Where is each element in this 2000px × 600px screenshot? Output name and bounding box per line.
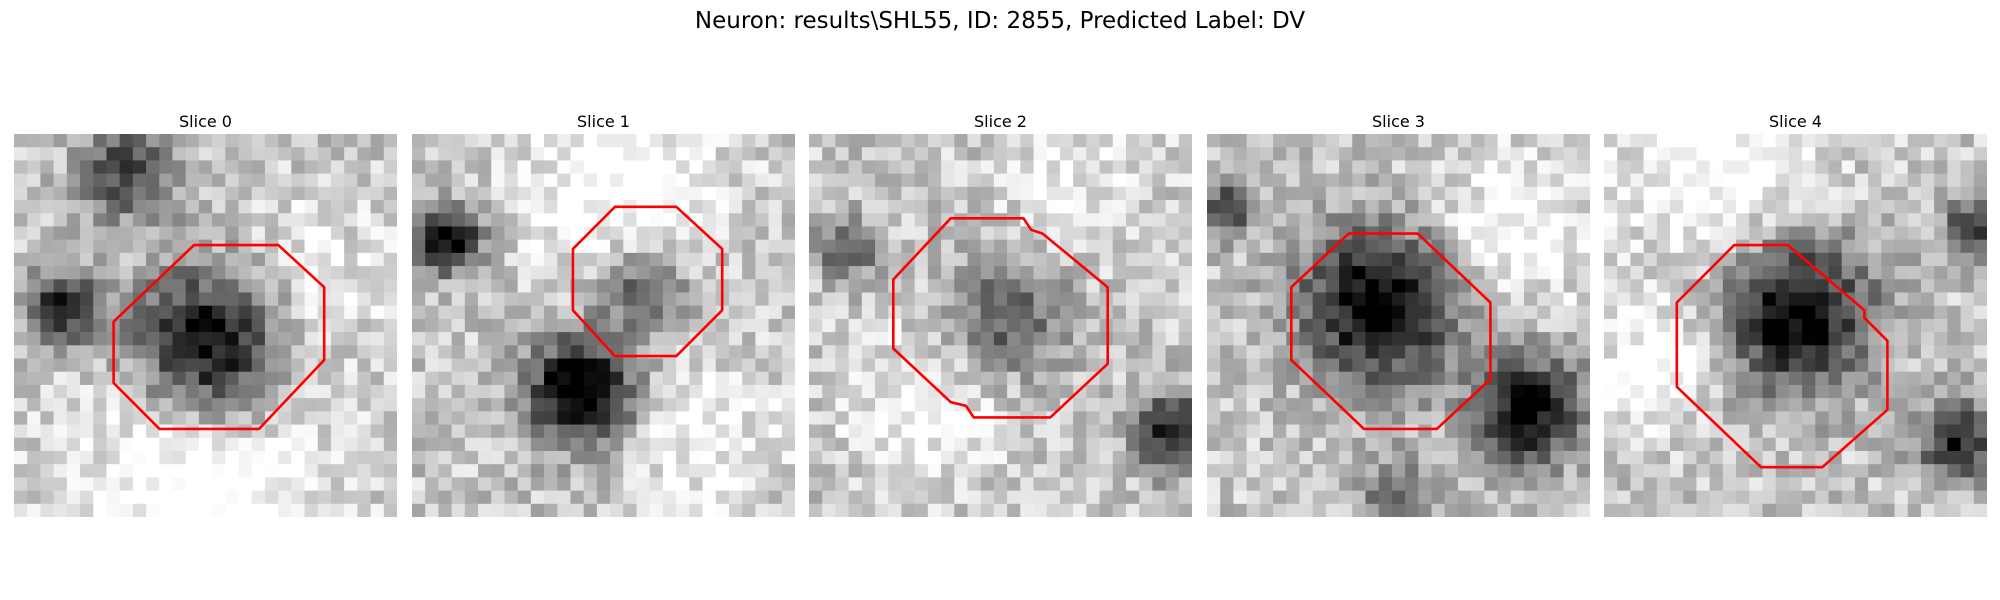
neuron-contour	[1290, 232, 1492, 431]
slice-title: Slice 2	[974, 112, 1027, 131]
microscopy-patch	[809, 134, 1192, 517]
neuron-contour	[1675, 243, 1889, 469]
slice-panel-1: Slice 1	[412, 110, 795, 517]
slice-title: Slice 3	[1372, 112, 1425, 131]
neuron-contour	[571, 205, 724, 358]
neuron-contour	[112, 243, 326, 431]
neuron-contour	[892, 217, 1110, 419]
microscopy-patch	[412, 134, 795, 517]
slice-image	[809, 134, 1192, 517]
slice-image	[412, 134, 795, 517]
slice-image	[14, 134, 397, 517]
slice-title: Slice 1	[577, 112, 630, 131]
figure-title: Neuron: results\SHL55, ID: 2855, Predict…	[694, 8, 1306, 34]
slice-title: Slice 0	[179, 112, 232, 131]
slice-title: Slice 4	[1769, 112, 1822, 131]
slice-panel-2: Slice 2	[809, 110, 1192, 517]
microscopy-patch	[1604, 134, 1987, 517]
slice-panel-3: Slice 3	[1207, 110, 1590, 517]
slice-image	[1207, 134, 1590, 517]
slice-panel-0: Slice 0	[14, 110, 397, 517]
slice-panel-4: Slice 4	[1604, 110, 1987, 517]
microscopy-patch	[14, 134, 397, 517]
slice-image	[1604, 134, 1987, 517]
microscopy-patch	[1207, 134, 1590, 517]
